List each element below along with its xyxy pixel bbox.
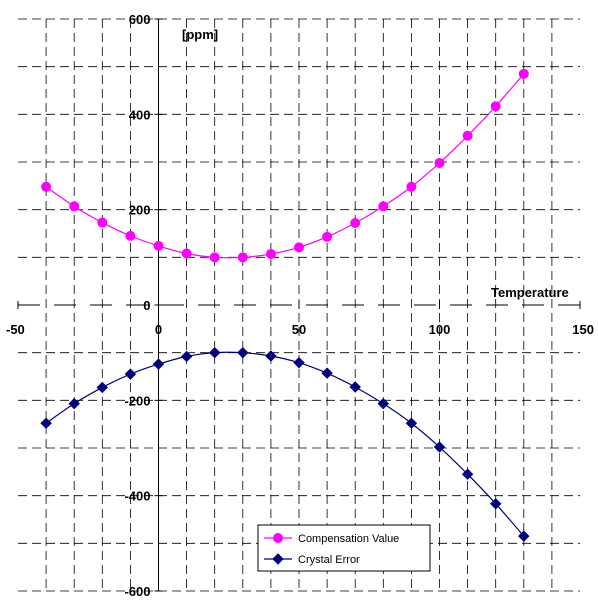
legend-marker: [272, 553, 284, 565]
data-point: [489, 498, 502, 510]
data-point: [180, 350, 193, 363]
data-point: [96, 381, 109, 394]
data-point: [69, 201, 80, 212]
y-axis-title: [ppm]: [182, 27, 218, 42]
data-point: [237, 252, 248, 263]
data-point: [350, 218, 361, 229]
data-point: [461, 468, 474, 480]
x-tick-label: 0: [155, 322, 162, 337]
x-tick-label: -50: [6, 322, 25, 337]
data-point: [518, 68, 529, 79]
tick-labels: -600 -400 -200 0 200 400 600 -50 0 50 100 150: [6, 12, 594, 599]
data-point: [518, 530, 530, 542]
data-point: [294, 242, 304, 253]
y-tick-label: -400: [124, 489, 150, 504]
data-point: [434, 157, 445, 168]
data-point: [97, 217, 108, 228]
series-line: [45, 351, 525, 537]
legend-marker: [273, 533, 283, 543]
data-point: [405, 417, 418, 429]
x-tick-label: 100: [429, 322, 451, 337]
data-point: [490, 101, 501, 112]
data-point: [208, 346, 221, 359]
x-tick-label: 50: [292, 322, 306, 337]
data-point: [321, 367, 333, 379]
data-point: [68, 397, 80, 410]
data-point: [153, 240, 164, 251]
legend: Compensation Value Crystal Error: [257, 524, 431, 572]
data-point: [377, 397, 390, 410]
series-layer: [40, 68, 530, 542]
axes: [17, 18, 581, 592]
data-point: [125, 230, 136, 241]
data-point: [462, 130, 473, 141]
legend-label: Crystal Error: [298, 554, 360, 566]
y-tick-label: -200: [124, 393, 150, 408]
series-line: [45, 73, 525, 259]
data-point: [349, 381, 361, 393]
data-point: [41, 181, 52, 192]
data-point: [209, 252, 220, 263]
y-tick-label: 0: [143, 298, 150, 313]
data-point: [293, 356, 305, 369]
series-crystal-error: [40, 346, 530, 542]
y-tick-label: -600: [124, 584, 150, 599]
data-point: [124, 368, 137, 380]
y-tick-label: 400: [129, 107, 151, 122]
data-point: [237, 346, 249, 359]
data-point: [265, 350, 277, 362]
x-tick-label: 150: [572, 322, 594, 337]
data-point: [40, 417, 52, 429]
data-point: [265, 248, 276, 259]
y-tick-label: 200: [129, 203, 151, 218]
data-point: [322, 231, 333, 242]
y-tick-label: 600: [129, 12, 151, 27]
data-point: [433, 441, 446, 453]
legend-box: [257, 524, 431, 572]
legend-label: Compensation Value: [298, 533, 399, 545]
data-point: [181, 248, 192, 259]
data-point: [406, 181, 417, 192]
x-axis-title: Temperature: [491, 285, 569, 300]
data-point: [378, 201, 389, 212]
series-compensation-value: [41, 68, 529, 263]
data-point: [152, 358, 165, 370]
